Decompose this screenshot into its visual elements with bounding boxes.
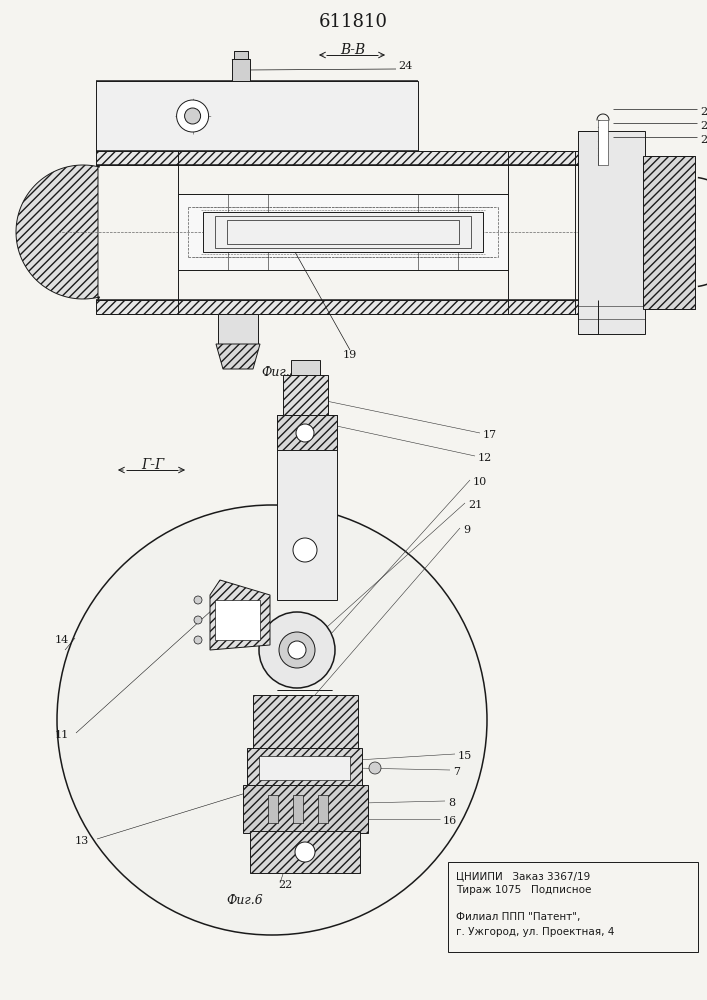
Bar [250, 831, 360, 873]
Text: 26: 26 [700, 121, 707, 131]
Bar [253, 695, 358, 750]
Bar [259, 756, 350, 780]
Text: 25: 25 [700, 135, 707, 145]
Text: Фиг.6: Фиг.6 [227, 894, 264, 908]
Bar [203, 212, 483, 252]
Bar [247, 748, 362, 788]
Bar [318, 795, 328, 823]
Bar [277, 415, 337, 450]
Bar [218, 314, 258, 344]
Bar [178, 194, 508, 270]
Text: 14: 14 [55, 635, 69, 645]
Circle shape [177, 100, 209, 132]
Bar [215, 600, 260, 640]
Bar [243, 785, 368, 833]
Text: 15: 15 [458, 751, 472, 761]
Text: 24: 24 [398, 61, 412, 71]
Circle shape [194, 616, 202, 624]
Text: 611810: 611810 [318, 13, 387, 31]
Bar [283, 375, 328, 415]
Circle shape [288, 641, 306, 659]
Text: Филиал ППП "Патент",: Филиал ППП "Патент", [456, 912, 580, 922]
Text: 22: 22 [278, 880, 292, 890]
Bar [96, 151, 588, 165]
Circle shape [194, 596, 202, 604]
Bar [291, 360, 320, 375]
Polygon shape [216, 344, 260, 369]
Bar [96, 300, 588, 314]
Text: 11: 11 [55, 730, 69, 740]
Text: 19: 19 [343, 350, 357, 360]
Bar [645, 156, 695, 309]
Bar [277, 415, 337, 600]
Circle shape [259, 612, 335, 688]
Polygon shape [210, 580, 270, 650]
Text: Фиг.5: Фиг.5 [262, 365, 298, 378]
Bar [268, 795, 278, 823]
Circle shape [369, 762, 381, 774]
Text: 12: 12 [478, 453, 492, 463]
Text: 16: 16 [443, 816, 457, 826]
Bar [96, 81, 418, 151]
Text: 27: 27 [700, 107, 707, 117]
Circle shape [293, 538, 317, 562]
Bar [448, 862, 698, 952]
Bar [234, 51, 248, 59]
Circle shape [194, 636, 202, 644]
Circle shape [57, 505, 487, 935]
Text: Тираж 1075   Подписное: Тираж 1075 Подписное [456, 885, 591, 895]
Text: 10: 10 [473, 477, 487, 487]
Bar [215, 216, 471, 248]
Text: 21: 21 [468, 500, 482, 510]
Bar [227, 220, 459, 244]
Circle shape [185, 108, 201, 124]
Bar [232, 59, 250, 81]
Text: 8: 8 [448, 798, 455, 808]
Bar [578, 131, 645, 334]
Text: Г-Г: Г-Г [141, 458, 165, 472]
Text: В-В: В-В [340, 43, 366, 57]
Text: 7: 7 [453, 767, 460, 777]
Polygon shape [16, 165, 100, 300]
Text: 13: 13 [75, 836, 89, 846]
Bar [293, 795, 303, 823]
Text: ЦНИИПИ   Заказ 3367/19: ЦНИИПИ Заказ 3367/19 [456, 871, 590, 881]
Circle shape [296, 424, 314, 442]
Bar [643, 156, 695, 309]
Circle shape [295, 842, 315, 862]
Circle shape [279, 632, 315, 668]
Text: 9: 9 [463, 525, 470, 535]
Text: г. Ужгород, ул. Проектная, 4: г. Ужгород, ул. Проектная, 4 [456, 927, 614, 937]
Bar [598, 120, 608, 165]
Text: 17: 17 [483, 430, 497, 440]
